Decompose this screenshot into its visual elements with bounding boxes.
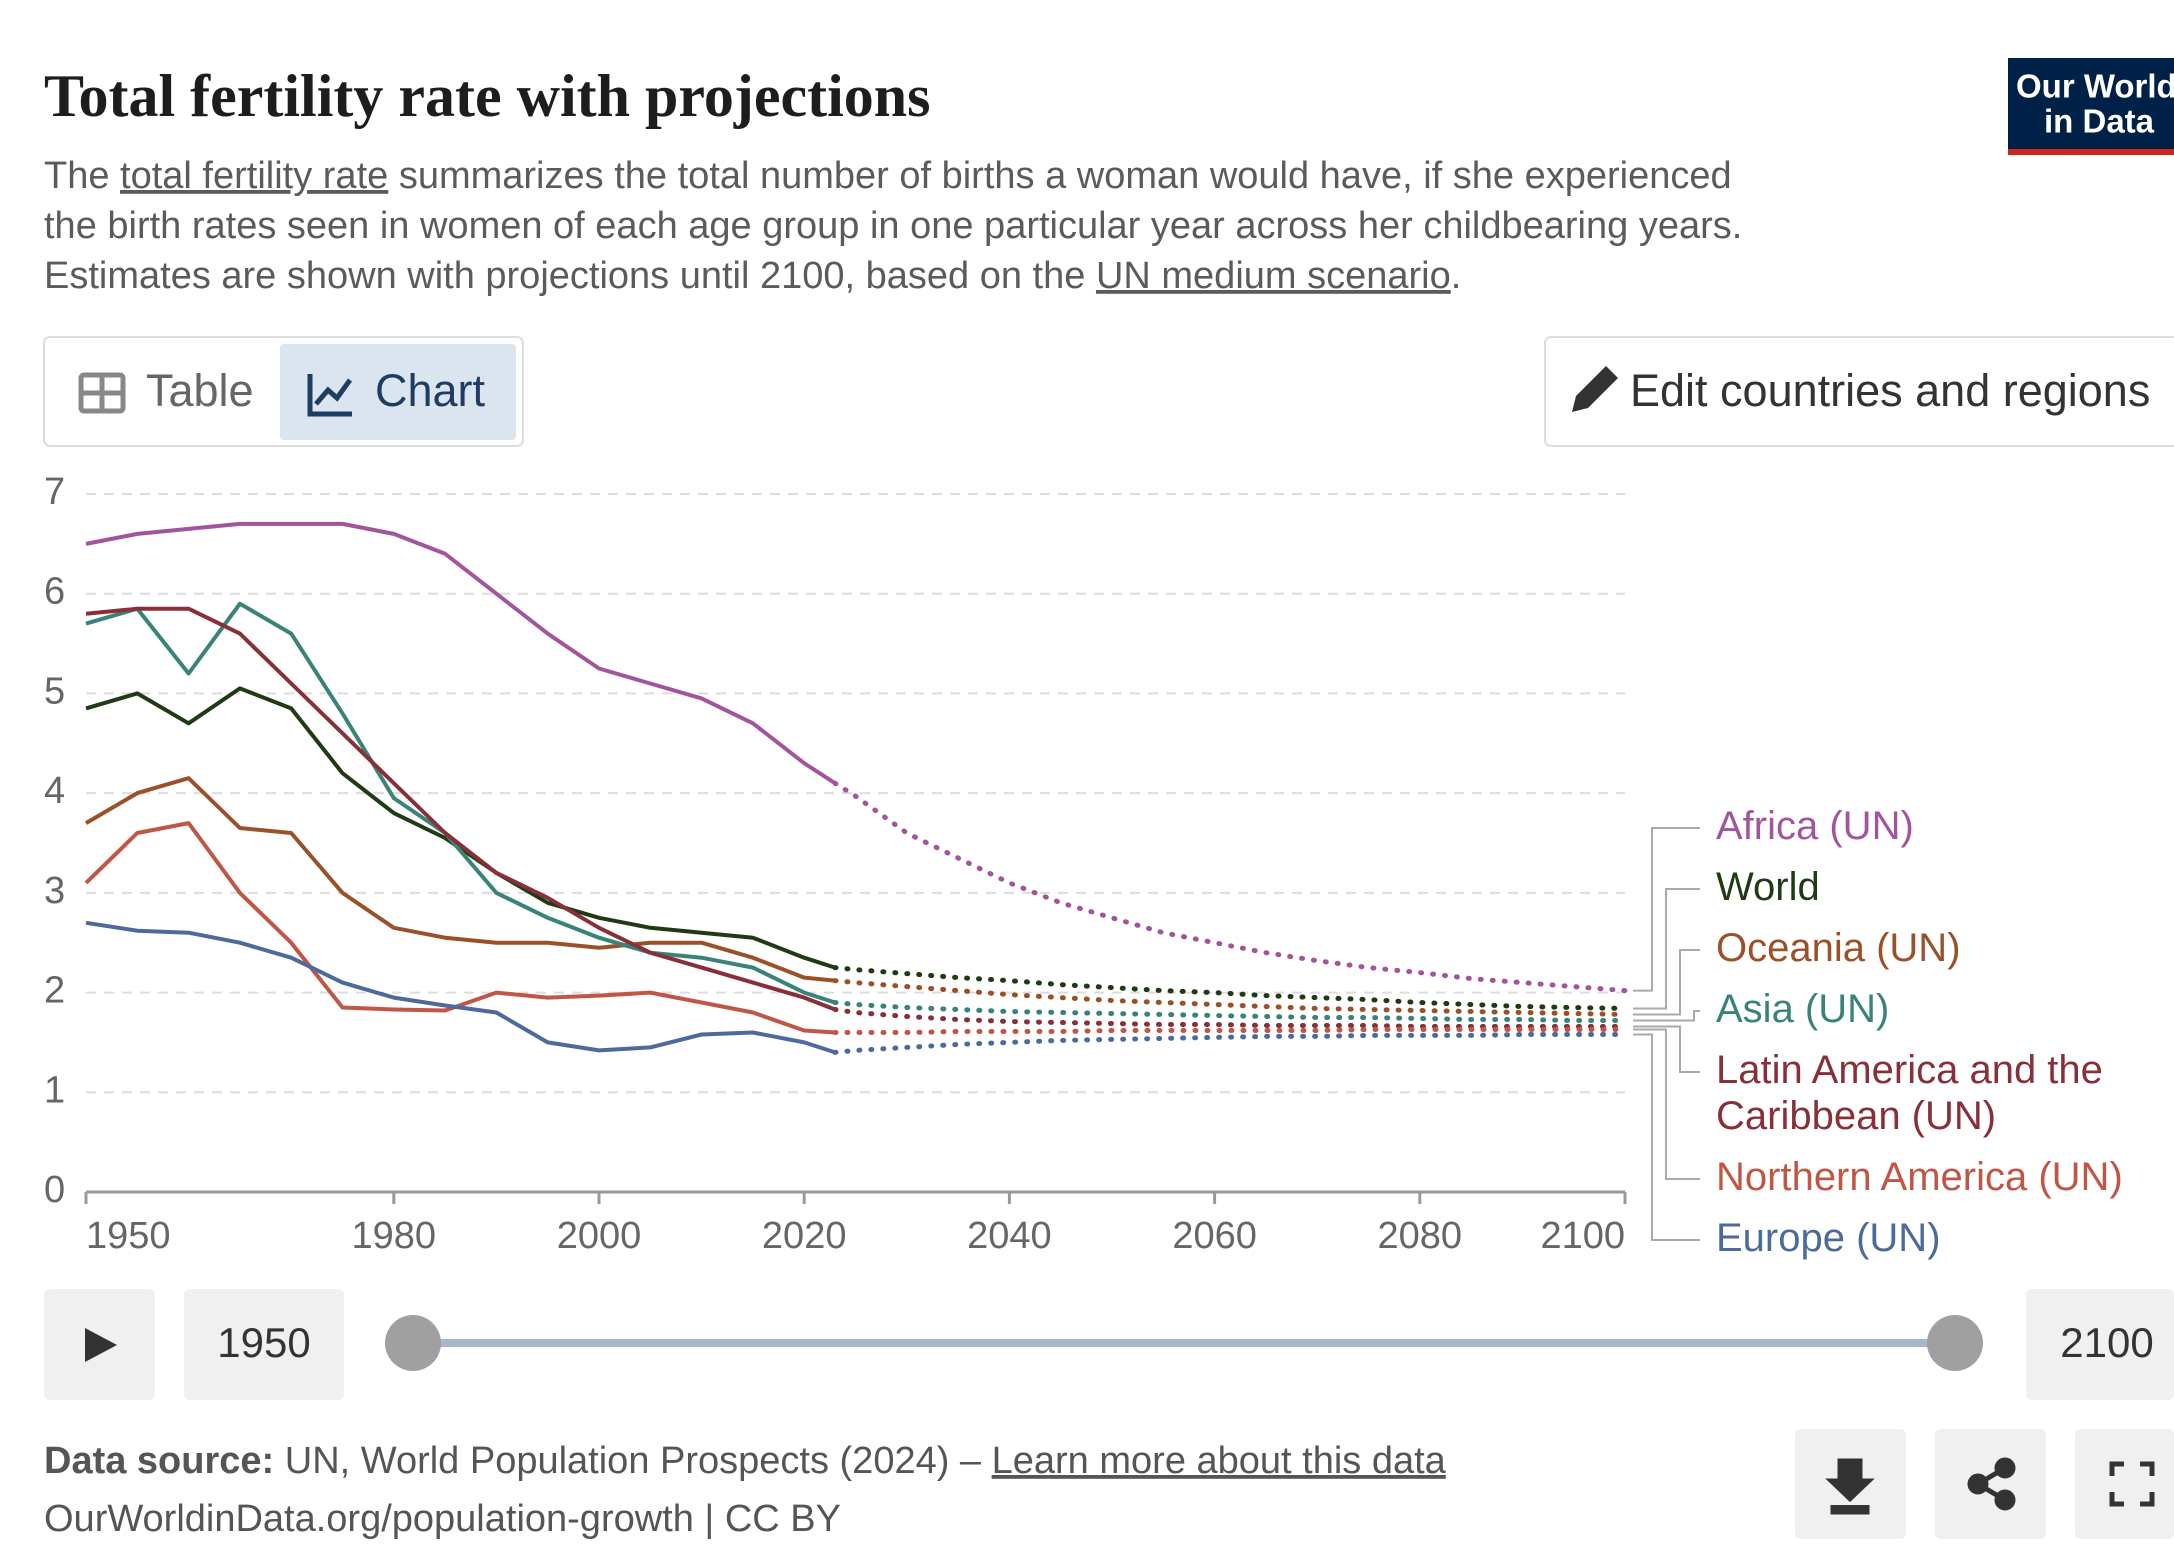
line	[85, 606, 836, 1012]
timeline-end-box	[2026, 1289, 2174, 1400]
subtitle-line: The total fertility rate summarizes the …	[44, 155, 1732, 197]
y-tick-label: 6	[44, 571, 65, 613]
subtitle-text: Estimates are shown with projections unt…	[44, 255, 1096, 297]
legend-connector	[1633, 1025, 1700, 1073]
subtitle-line: the birth rates seen in women of each ag…	[44, 205, 1742, 247]
chart-icon	[307, 374, 353, 417]
table-icon	[78, 372, 126, 414]
x-tick-label: 2060	[1172, 1215, 1257, 1257]
chart-title: Total fertility rate with projections	[44, 63, 931, 129]
y-tick-label: 1	[44, 1069, 65, 1111]
timeline-start: 1950	[217, 1319, 310, 1366]
x-tick-label: 1950	[86, 1215, 171, 1257]
tab[interactable]: Table	[146, 365, 254, 416]
projection-line	[832, 1027, 1628, 1035]
subtitle-text: .	[1451, 255, 1462, 297]
subtitle-text: summarizes the total number of births a …	[388, 155, 1731, 197]
edit-button[interactable]	[1544, 336, 2174, 447]
legend-label: Africa (UN)	[1716, 804, 1914, 848]
pencil-icon	[1572, 366, 1618, 412]
x-tick-label: 2040	[967, 1215, 1052, 1257]
line	[85, 920, 836, 1055]
projection-line	[832, 1032, 1628, 1055]
logo	[2008, 58, 2174, 155]
slider-handle[interactable]	[1927, 1315, 1983, 1371]
legend-label: Europe (UN)	[1716, 1216, 1941, 1260]
subtitle-text: The	[44, 155, 120, 197]
line	[85, 521, 837, 785]
line	[85, 601, 836, 1005]
x-tick-label: 1980	[352, 1215, 437, 1257]
y-tick-label: 7	[44, 471, 65, 513]
logo-bar	[2008, 149, 2174, 155]
legend-label: Latin America and the Caribbean (UN)	[1716, 1048, 2103, 1138]
legend-connector	[1633, 1033, 1700, 1241]
legend-label: World	[1716, 865, 1820, 909]
subtitle-link[interactable]: total fertility rate	[120, 155, 388, 197]
source: Data source: UN, World Population Prospe…	[44, 1440, 1447, 1482]
legend-connector	[1633, 888, 1700, 1010]
legend-connector	[1633, 1010, 1700, 1022]
x-tick-label: 2020	[762, 1215, 847, 1257]
fullscreen-icon	[2109, 1461, 2155, 1507]
legend-connector	[1633, 949, 1700, 1016]
y-tick-label: 3	[44, 870, 65, 912]
timeline-end: 2100	[2060, 1319, 2153, 1366]
play-icon	[85, 1328, 117, 1362]
edit-button-label[interactable]: Edit countries and regions	[1630, 365, 2150, 416]
timeline-start-box	[184, 1289, 344, 1400]
subtitle-line: Estimates are shown with projections unt…	[44, 255, 1461, 297]
projection-line	[832, 1007, 1628, 1029]
share-button[interactable]	[1935, 1429, 2046, 1539]
tab[interactable]: Chart	[375, 365, 486, 416]
y-tick-label: 0	[44, 1169, 65, 1211]
x-tick-label: 2100	[1540, 1215, 1625, 1257]
download-icon	[1825, 1458, 1875, 1515]
subtitle: The total fertility rate summarizes the …	[44, 155, 1742, 297]
url: OurWorldinData.org/population-growth | C…	[44, 1498, 841, 1540]
plot: 0 1 2 3 4 5 6 7 1950 1980 2000 2020 2040 2060 2080 2100…	[44, 471, 2123, 1260]
y-tick-label: 4	[44, 770, 65, 812]
line	[84, 776, 836, 983]
legend-label: Oceania (UN)	[1716, 926, 1961, 970]
logo-text: Our World	[2016, 68, 2174, 105]
line	[84, 821, 836, 1035]
legend-connector	[1633, 1028, 1700, 1180]
source-link[interactable]: Learn more about this data	[992, 1440, 1447, 1482]
y-tick-label: 2	[44, 970, 65, 1012]
subtitle-link[interactable]: UN medium scenario	[1096, 255, 1451, 297]
projection-line	[832, 965, 1628, 1011]
share-icon	[1967, 1457, 2016, 1511]
x-tick-label: 2080	[1378, 1215, 1463, 1257]
legend-connector	[1633, 827, 1700, 992]
slider-handle[interactable]	[385, 1315, 441, 1371]
legend-label: Asia (UN)	[1716, 987, 1889, 1031]
line	[85, 686, 836, 970]
legend-label: Northern America (UN)	[1716, 1155, 2123, 1199]
timeline-slider	[385, 1315, 1983, 1371]
projection-line	[832, 1000, 1628, 1023]
logo-text: in Data	[2044, 103, 2155, 140]
y-tick-label: 5	[44, 670, 65, 712]
source-label: Data source:	[44, 1440, 274, 1482]
x-tick-label: 2000	[557, 1215, 642, 1257]
projection-line	[832, 978, 1628, 1017]
source-text: UN, World Population Prospects (2024) –	[274, 1440, 991, 1482]
projection-line	[832, 780, 1628, 994]
subtitle-text: the birth rates seen in women of each ag…	[44, 205, 1742, 247]
fullscreen-button[interactable]	[2075, 1429, 2174, 1539]
